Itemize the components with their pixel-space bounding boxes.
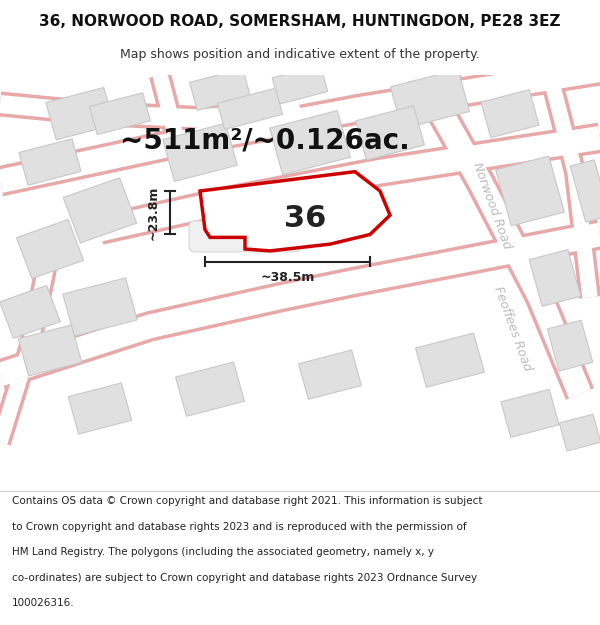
Polygon shape — [547, 320, 593, 371]
Text: Norwood Road: Norwood Road — [470, 161, 514, 251]
Polygon shape — [16, 219, 83, 279]
Polygon shape — [299, 350, 361, 399]
Polygon shape — [176, 362, 244, 416]
Polygon shape — [68, 383, 132, 434]
Text: ~23.8m: ~23.8m — [147, 186, 160, 240]
Polygon shape — [46, 88, 114, 140]
Polygon shape — [391, 69, 470, 129]
Polygon shape — [19, 139, 81, 185]
Polygon shape — [63, 278, 137, 336]
Polygon shape — [570, 160, 600, 222]
Text: 36, NORWOOD ROAD, SOMERSHAM, HUNTINGDON, PE28 3EZ: 36, NORWOOD ROAD, SOMERSHAM, HUNTINGDON,… — [39, 14, 561, 29]
Text: ~511m²/~0.126ac.: ~511m²/~0.126ac. — [120, 127, 410, 155]
Polygon shape — [163, 123, 237, 181]
Polygon shape — [416, 333, 484, 388]
Text: 36: 36 — [284, 204, 326, 232]
Polygon shape — [63, 177, 137, 243]
Polygon shape — [272, 66, 328, 104]
Polygon shape — [481, 89, 539, 138]
Text: HM Land Registry. The polygons (including the associated geometry, namely x, y: HM Land Registry. The polygons (includin… — [12, 547, 434, 557]
Polygon shape — [0, 286, 61, 338]
Polygon shape — [18, 325, 82, 376]
FancyBboxPatch shape — [189, 221, 301, 252]
Polygon shape — [559, 414, 600, 451]
Text: ~38.5m: ~38.5m — [260, 271, 314, 284]
Polygon shape — [496, 156, 565, 226]
Polygon shape — [200, 172, 390, 251]
Text: Feoffees Road: Feoffees Road — [217, 227, 307, 248]
Polygon shape — [356, 106, 424, 160]
Polygon shape — [501, 389, 559, 438]
Text: 100026316.: 100026316. — [12, 598, 74, 608]
Text: Feoffees Road: Feoffees Road — [491, 284, 535, 372]
Text: Map shows position and indicative extent of the property.: Map shows position and indicative extent… — [120, 48, 480, 61]
Text: Contains OS data © Crown copyright and database right 2021. This information is : Contains OS data © Crown copyright and d… — [12, 496, 482, 506]
Polygon shape — [190, 69, 250, 111]
Polygon shape — [529, 249, 581, 306]
Text: to Crown copyright and database rights 2023 and is reproduced with the permissio: to Crown copyright and database rights 2… — [12, 521, 467, 531]
Polygon shape — [217, 88, 283, 129]
Polygon shape — [270, 111, 350, 175]
Polygon shape — [89, 92, 151, 134]
Text: co-ordinates) are subject to Crown copyright and database rights 2023 Ordnance S: co-ordinates) are subject to Crown copyr… — [12, 572, 477, 582]
